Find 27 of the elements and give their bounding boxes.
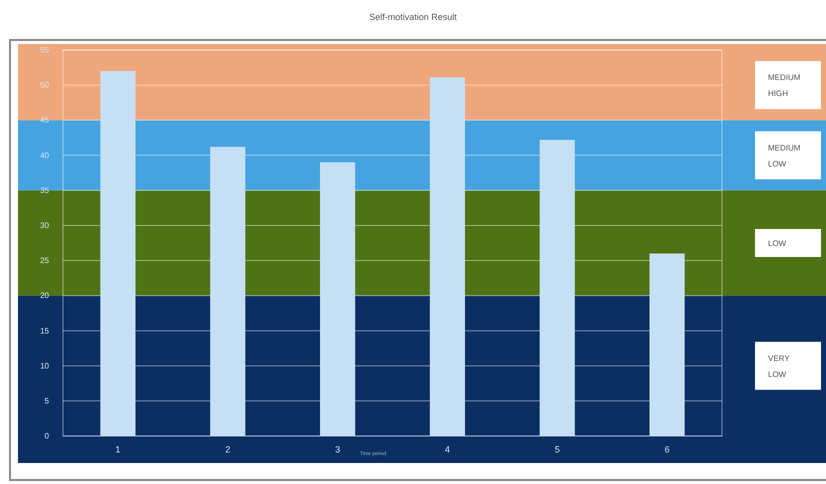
x-tick-label: 1 [115,444,120,454]
y-tick-label: 5 [44,396,50,406]
y-tick-label: 40 [40,150,50,160]
y-tick-label: 20 [40,291,50,300]
bar [210,146,246,436]
y-tick-label: 30 [40,221,50,230]
y-tick-label: 25 [40,256,50,266]
band-label: LOW [768,239,787,248]
y-tick-label: 10 [40,361,50,370]
bar [540,140,575,436]
x-tick-label: 5 [554,444,560,454]
y-tick-label: 0 [44,432,50,441]
x-tick-label: 2 [225,444,230,454]
band-label: MEDIUM HIGH [768,73,801,98]
y-tick-label: 55 [40,46,50,55]
y-tick-label: 50 [40,80,50,90]
bar [430,77,465,436]
bar [650,254,685,436]
band-label: MEDIUM LOW [768,143,801,168]
x-tick-label: 3 [335,444,340,454]
bar [100,71,136,436]
y-tick-label: 15 [40,326,50,336]
x-tick-label: 6 [664,444,670,454]
bar [320,162,356,436]
chart-title: Self-motivation Result [369,12,458,22]
x-tick-label: 4 [444,444,450,454]
band-label: VERY LOW [768,354,790,379]
